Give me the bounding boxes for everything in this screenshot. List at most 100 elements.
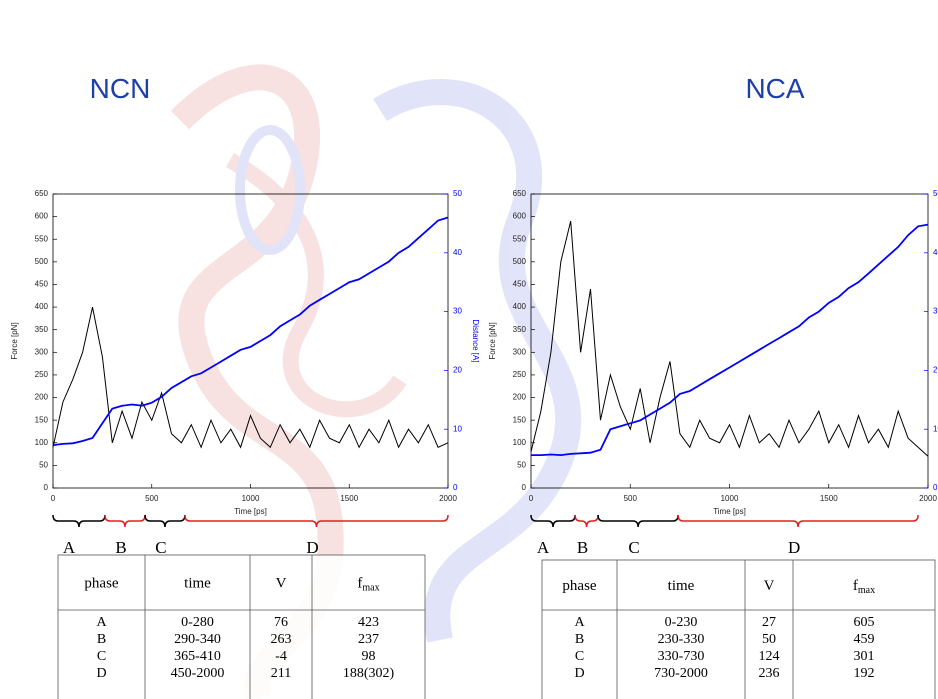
table-cell: 290-340 xyxy=(174,632,221,647)
x-tick-label: 500 xyxy=(145,494,159,503)
y-tick-label: 550 xyxy=(513,234,527,243)
slide: NCN0501001502002503003504004505005506006… xyxy=(0,0,938,699)
x-axis-label: Time [ps] xyxy=(713,507,746,516)
table-cell: 192 xyxy=(854,666,875,681)
header-text: phase xyxy=(84,576,118,592)
y-tick-label: 300 xyxy=(35,347,49,356)
table-header: phase xyxy=(562,578,596,594)
table-cell: 0-280 xyxy=(181,615,214,630)
table-cell: 211 xyxy=(271,666,291,681)
y-tick-label: 650 xyxy=(513,189,527,198)
y2-tick-label: 50 xyxy=(933,189,938,198)
y-tick-label: 150 xyxy=(513,415,527,424)
x-tick-label: 0 xyxy=(51,494,56,503)
header-text: time xyxy=(184,576,211,592)
x-tick-label: 1500 xyxy=(820,494,838,503)
y2-tick-label: 30 xyxy=(933,307,938,316)
y-axis-label: Force [pN] xyxy=(10,322,19,359)
y-tick-label: 600 xyxy=(513,212,527,221)
table-cell: B xyxy=(575,632,584,647)
x-tick-label: 1000 xyxy=(721,494,739,503)
x-tick-label: 2000 xyxy=(919,494,937,503)
phase-label: A xyxy=(63,538,76,557)
phase-brace xyxy=(598,515,678,527)
table-header: time xyxy=(668,578,695,594)
y-tick-label: 400 xyxy=(35,302,49,311)
y-axis-label: Force [pN] xyxy=(488,322,497,359)
table-cell: 730-2000 xyxy=(654,666,708,681)
table-cell: A xyxy=(574,615,585,630)
table-cell: 423 xyxy=(358,615,379,630)
phase-brace xyxy=(575,515,598,527)
table-cell: 301 xyxy=(854,649,875,664)
phase-brace xyxy=(145,515,185,527)
y-tick-label: 450 xyxy=(513,280,527,289)
y-tick-label: 500 xyxy=(513,257,527,266)
table-header: phase xyxy=(84,576,118,592)
phase-label: A xyxy=(537,538,550,557)
table-cell: D xyxy=(96,666,106,681)
y-tick-label: 350 xyxy=(513,325,527,334)
table-cell: 236 xyxy=(759,666,780,681)
table-cell: 230-330 xyxy=(658,632,705,647)
x-tick-label: 0 xyxy=(529,494,534,503)
x-tick-label: 2000 xyxy=(439,494,457,503)
phase-label: C xyxy=(628,538,639,557)
y-tick-label: 100 xyxy=(35,438,49,447)
table-header: time xyxy=(184,576,211,592)
y-tick-label: 200 xyxy=(513,393,527,402)
chart-title: NCA xyxy=(745,73,804,104)
table-cell: 605 xyxy=(854,615,875,630)
plot-frame xyxy=(531,194,928,488)
y2-axis-label: Distance [A] xyxy=(471,319,480,362)
y2-tick-label: 10 xyxy=(453,424,462,433)
y-tick-label: 250 xyxy=(35,370,49,379)
y2-tick-label: 40 xyxy=(453,248,462,257)
header-text: V xyxy=(764,578,775,594)
y-tick-label: 450 xyxy=(35,280,49,289)
y-tick-label: 100 xyxy=(513,438,527,447)
header-text: V xyxy=(276,576,287,592)
y2-tick-label: 20 xyxy=(933,366,938,375)
phase-brace xyxy=(105,515,145,527)
table-cell: 365-410 xyxy=(174,649,221,664)
table-cell: 0-230 xyxy=(665,615,698,630)
y-tick-label: 0 xyxy=(44,483,49,492)
x-tick-label: 1500 xyxy=(340,494,358,503)
table-cell: 98 xyxy=(362,649,376,664)
phase-label: B xyxy=(577,538,588,557)
y-tick-label: 500 xyxy=(35,257,49,266)
table-header: V xyxy=(276,576,287,592)
y-tick-label: 200 xyxy=(35,393,49,402)
table-cell: 188(302) xyxy=(343,666,395,681)
phase-label: D xyxy=(306,538,318,557)
phase-label: B xyxy=(115,538,126,557)
table-cell: 124 xyxy=(759,649,780,664)
table-frame xyxy=(542,560,935,699)
header-text: time xyxy=(668,578,695,594)
phase-brace xyxy=(678,515,918,527)
y2-tick-label: 40 xyxy=(933,248,938,257)
table-header: V xyxy=(764,578,775,594)
table-cell: -4 xyxy=(275,649,287,664)
table-cell: C xyxy=(97,649,106,664)
chart-title: NCN xyxy=(90,73,151,104)
y-tick-label: 400 xyxy=(513,302,527,311)
y-tick-label: 0 xyxy=(522,483,527,492)
header-subscript: max xyxy=(858,585,875,596)
distance-line xyxy=(531,225,928,456)
y2-tick-label: 0 xyxy=(933,483,938,492)
y2-tick-label: 50 xyxy=(453,189,462,198)
y-tick-label: 550 xyxy=(35,234,49,243)
y-tick-label: 650 xyxy=(35,189,49,198)
force-line xyxy=(531,221,928,456)
table-cell: 263 xyxy=(271,632,292,647)
header-subscript: max xyxy=(362,583,379,594)
y-tick-label: 50 xyxy=(517,460,526,469)
phase-brace xyxy=(53,515,105,527)
y2-tick-label: 20 xyxy=(453,366,462,375)
x-axis-label: Time [ps] xyxy=(234,507,267,516)
x-tick-label: 500 xyxy=(624,494,638,503)
y2-tick-label: 10 xyxy=(933,424,938,433)
y-tick-label: 300 xyxy=(513,347,527,356)
